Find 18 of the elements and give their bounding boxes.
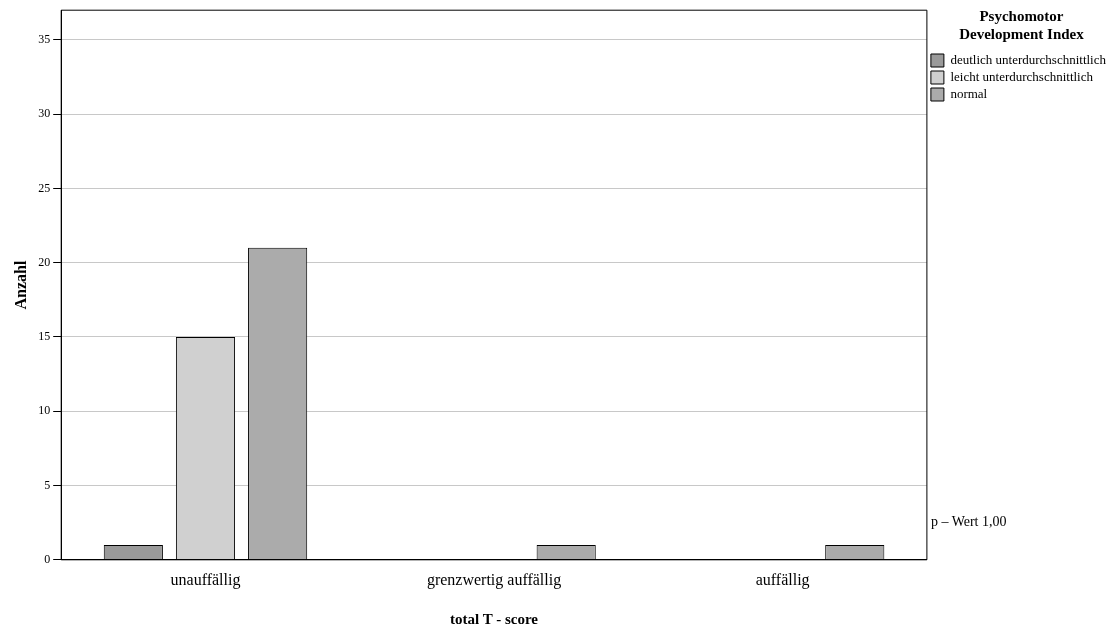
y-tick-label: 35: [38, 32, 51, 47]
legend-title: Psychomotor Development Index: [959, 8, 1085, 43]
legend-label: normal: [950, 85, 988, 101]
legend-label: leicht unterdurchschnittlich: [950, 68, 1094, 84]
y-tick-label: 15: [38, 329, 51, 344]
x-tick-label: unauffällig: [170, 570, 241, 589]
y-tick-label: 25: [38, 180, 51, 195]
x-tick-label: grenzwertig auffällig: [426, 570, 562, 589]
y-tick-label: 5: [44, 477, 51, 492]
y-axis-title: Anzahl: [11, 260, 29, 310]
legend-label: deutlich unterdurchschnittlich: [950, 51, 1107, 67]
y-tick-label: 30: [38, 106, 51, 121]
x-tick-label: auffällig: [755, 570, 810, 589]
text: p – Wert 1,00: [930, 514, 1007, 530]
y-tick-label: 0: [44, 551, 51, 566]
y-tick-label: 10: [38, 403, 51, 418]
x-axis-title: total T - score: [450, 610, 539, 627]
y-tick-label: 20: [38, 254, 51, 269]
